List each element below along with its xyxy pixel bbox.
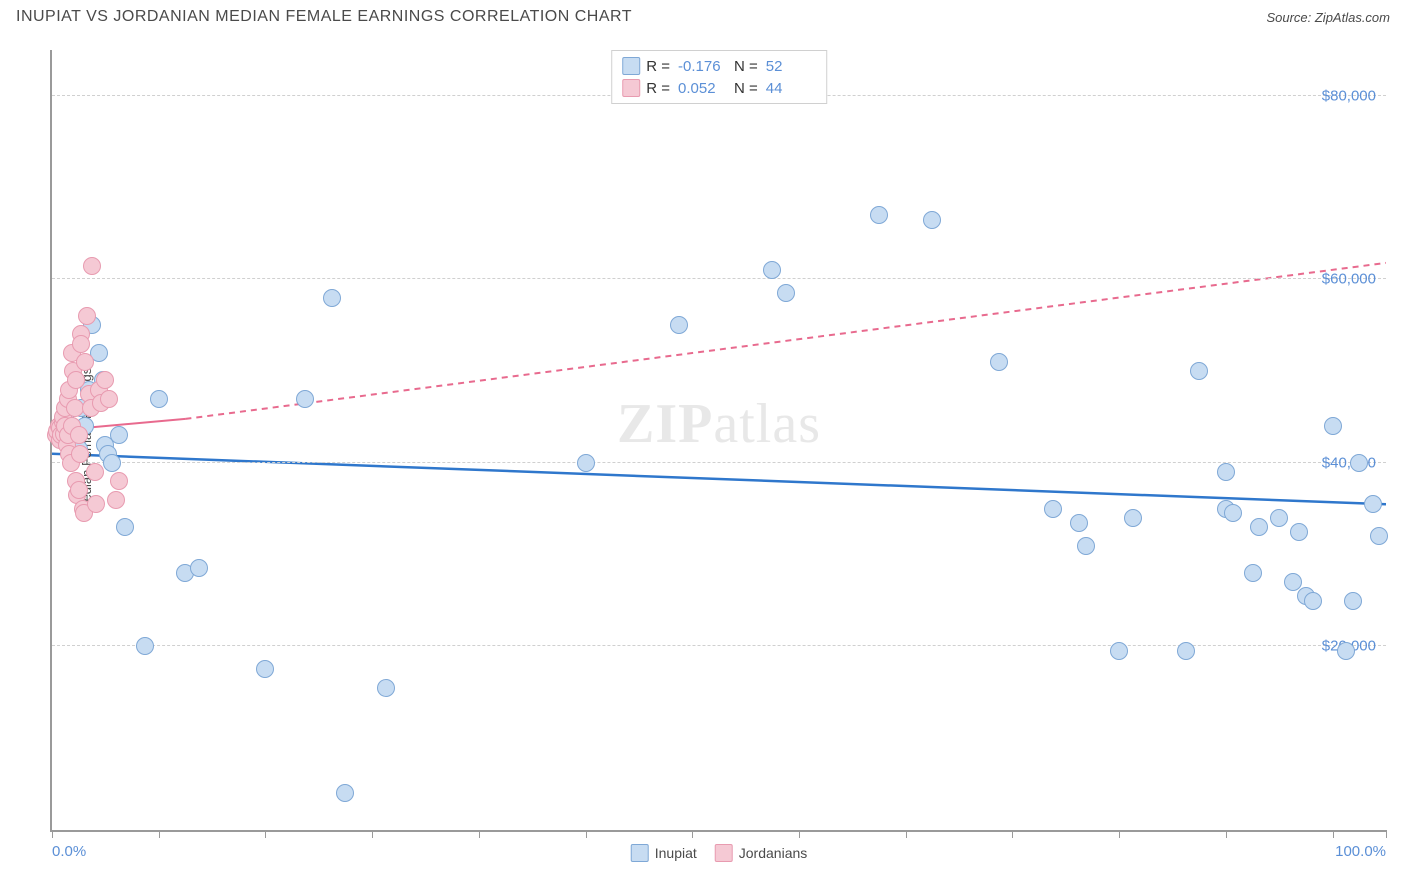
chart-header: INUPIAT VS JORDANIAN MEDIAN FEMALE EARNI… — [0, 0, 1406, 30]
scatter-chart: ZIPatlas R =-0.176N =52R =0.052N =44 Med… — [50, 50, 1386, 832]
x-tick — [1119, 830, 1120, 838]
data-point-inupiat — [1070, 514, 1088, 532]
data-point-inupiat — [1224, 504, 1242, 522]
data-point-inupiat — [323, 289, 341, 307]
n-label: N = — [734, 58, 758, 75]
legend-swatch — [715, 844, 733, 862]
data-point-inupiat — [1250, 518, 1268, 536]
data-point-inupiat — [870, 206, 888, 224]
gridline — [52, 278, 1386, 279]
r-value: 0.052 — [678, 80, 728, 97]
data-point-inupiat — [1077, 537, 1095, 555]
data-point-jordanians — [86, 463, 104, 481]
data-point-inupiat — [1337, 642, 1355, 660]
x-axis-max-label: 100.0% — [1335, 843, 1386, 860]
plot-area: ZIPatlas R =-0.176N =52R =0.052N =44 Med… — [50, 50, 1386, 832]
data-point-jordanians — [71, 445, 89, 463]
x-tick — [1386, 830, 1387, 838]
x-tick — [692, 830, 693, 838]
data-point-jordanians — [72, 335, 90, 353]
data-point-inupiat — [1370, 527, 1388, 545]
y-tick-label: $80,000 — [1322, 87, 1376, 104]
legend-row: R = 0.052 N = 44 — [622, 77, 816, 99]
data-point-jordanians — [100, 390, 118, 408]
x-tick — [1226, 830, 1227, 838]
x-tick — [906, 830, 907, 838]
x-tick — [1012, 830, 1013, 838]
data-point-inupiat — [1350, 454, 1368, 472]
data-point-inupiat — [1324, 417, 1342, 435]
data-point-inupiat — [1290, 523, 1308, 541]
data-point-inupiat — [577, 454, 595, 472]
x-tick — [159, 830, 160, 838]
n-label: N = — [734, 80, 758, 97]
data-point-inupiat — [1124, 509, 1142, 527]
data-point-inupiat — [923, 211, 941, 229]
data-point-jordanians — [70, 481, 88, 499]
watermark: ZIPatlas — [617, 392, 821, 456]
data-point-inupiat — [336, 784, 354, 802]
data-point-inupiat — [1304, 592, 1322, 610]
legend-swatch — [622, 57, 640, 75]
x-axis-min-label: 0.0% — [52, 843, 86, 860]
source-attribution: Source: ZipAtlas.com — [1266, 10, 1390, 25]
data-point-inupiat — [1344, 592, 1362, 610]
series-legend: Inupiat Jordanians — [631, 844, 808, 862]
y-tick-label: $60,000 — [1322, 271, 1376, 288]
data-point-inupiat — [1190, 362, 1208, 380]
x-tick — [265, 830, 266, 838]
data-point-jordanians — [83, 257, 101, 275]
data-point-inupiat — [256, 660, 274, 678]
data-point-inupiat — [1110, 642, 1128, 660]
data-point-jordanians — [107, 491, 125, 509]
x-tick — [372, 830, 373, 838]
trend-lines — [52, 50, 1386, 830]
data-point-inupiat — [670, 316, 688, 334]
x-tick — [586, 830, 587, 838]
x-tick — [1333, 830, 1334, 838]
data-point-inupiat — [103, 454, 121, 472]
legend-row: R = -0.176 N = 52 — [622, 55, 816, 77]
r-label: R = — [646, 80, 670, 97]
legend-swatch — [631, 844, 649, 862]
data-point-inupiat — [377, 679, 395, 697]
series-legend-item: Jordanians — [715, 844, 808, 862]
data-point-jordanians — [76, 353, 94, 371]
n-value: 52 — [766, 58, 816, 75]
data-point-inupiat — [150, 390, 168, 408]
data-point-jordanians — [78, 307, 96, 325]
data-point-inupiat — [1270, 509, 1288, 527]
data-point-jordanians — [70, 426, 88, 444]
data-point-inupiat — [110, 426, 128, 444]
data-point-inupiat — [296, 390, 314, 408]
legend-swatch — [622, 79, 640, 97]
series-legend-item: Inupiat — [631, 844, 697, 862]
x-tick — [52, 830, 53, 838]
data-point-inupiat — [1244, 564, 1262, 582]
data-point-inupiat — [190, 559, 208, 577]
data-point-jordanians — [87, 495, 105, 513]
data-point-inupiat — [1044, 500, 1062, 518]
data-point-jordanians — [96, 371, 114, 389]
correlation-legend: R = -0.176 N = 52 R = 0.052 N = 44 — [611, 50, 827, 104]
x-tick — [479, 830, 480, 838]
chart-title: INUPIAT VS JORDANIAN MEDIAN FEMALE EARNI… — [16, 8, 632, 26]
n-value: 44 — [766, 80, 816, 97]
data-point-inupiat — [777, 284, 795, 302]
data-point-jordanians — [110, 472, 128, 490]
legend-label: Jordanians — [739, 845, 808, 861]
data-point-inupiat — [136, 637, 154, 655]
data-point-inupiat — [1364, 495, 1382, 513]
data-point-inupiat — [1217, 463, 1235, 481]
x-tick — [799, 830, 800, 838]
legend-label: Inupiat — [655, 845, 697, 861]
data-point-inupiat — [763, 261, 781, 279]
r-label: R = — [646, 58, 670, 75]
data-point-inupiat — [990, 353, 1008, 371]
data-point-inupiat — [1177, 642, 1195, 660]
r-value: -0.176 — [678, 58, 728, 75]
gridline — [52, 462, 1386, 463]
data-point-inupiat — [116, 518, 134, 536]
